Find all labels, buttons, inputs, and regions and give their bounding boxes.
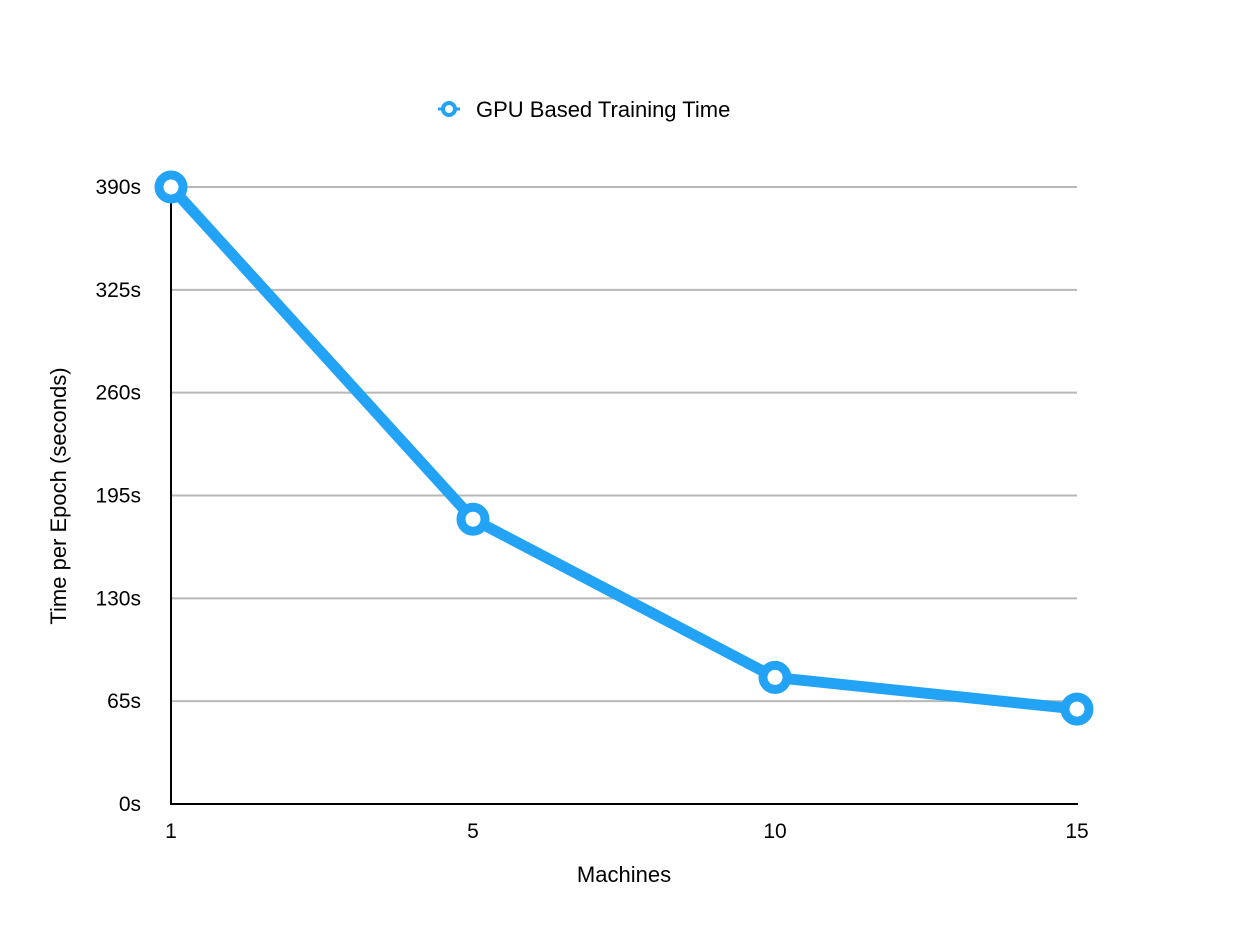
y-tick-label-130: 130s	[95, 587, 141, 610]
data-point-15	[1060, 692, 1094, 726]
legend-label: GPU Based Training Time	[476, 97, 730, 122]
series-line-gpu-based-training-time	[165, 181, 1083, 715]
gridlines	[171, 186, 1077, 703]
data-point-10	[758, 660, 792, 694]
y-tick-label-195: 195s	[95, 485, 141, 508]
x-axis-title: Machines	[577, 862, 671, 887]
x-tick-label-5: 5	[467, 820, 479, 843]
axes	[170, 185, 1078, 805]
y-axis-title: Time per Epoch (seconds)	[46, 367, 71, 624]
y-tick-label-0: 0s	[119, 793, 141, 816]
data-point-5	[456, 502, 490, 536]
y-tick-label-65: 65s	[107, 690, 141, 713]
x-tick-label-10: 10	[763, 820, 786, 843]
x-tick-label-15: 15	[1065, 820, 1088, 843]
y-tick-label-260: 260s	[95, 382, 141, 405]
y-tick-labels: 0s 65s 130s 195s 260s 325s 390s	[95, 176, 141, 816]
x-tick-labels: 1 5 10 15	[165, 820, 1089, 843]
series-layer	[154, 170, 1094, 726]
y-tick-label-325: 325s	[95, 279, 141, 302]
data-point-1	[154, 170, 188, 204]
x-tick-label-1: 1	[165, 820, 177, 843]
legend-swatch-marker	[441, 101, 457, 117]
y-tick-label-390: 390s	[95, 176, 141, 199]
legend: GPU Based Training Time	[438, 97, 730, 122]
